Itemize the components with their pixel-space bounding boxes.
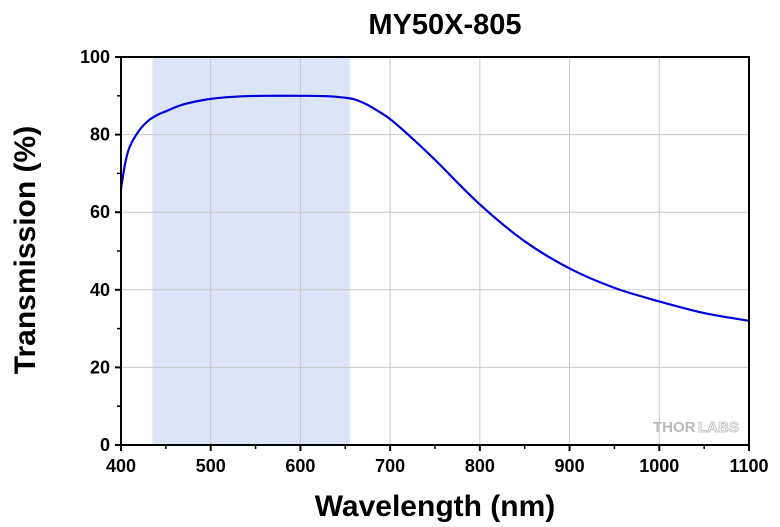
x-axis-label: Wavelength (nm)	[315, 490, 556, 523]
y-tick-label: 100	[80, 47, 110, 67]
x-tick-label: 1100	[729, 456, 768, 476]
x-tick-label: 1000	[639, 456, 679, 476]
y-tick-label: 80	[90, 125, 110, 145]
y-tick-label: 60	[90, 202, 110, 222]
chart-title: MY50X-805	[368, 9, 521, 41]
x-tick-label: 400	[106, 456, 136, 476]
x-tick-label: 500	[196, 456, 226, 476]
y-tick-label: 0	[100, 435, 110, 455]
x-tick-labels: 400 500 600 700 800 900 1000 1100	[106, 456, 769, 476]
y-tick-labels: 0 20 40 60 80 100	[80, 47, 110, 455]
grid-lines	[121, 57, 749, 445]
logo-text-thor: THOR	[653, 419, 696, 436]
logo-text-labs: LABS	[698, 419, 739, 436]
y-tick-label: 20	[90, 357, 110, 377]
y-tick-label: 40	[90, 280, 110, 300]
x-tick-label: 800	[465, 456, 495, 476]
shaded-region	[152, 57, 350, 445]
x-tick-label: 600	[285, 456, 315, 476]
thorlabs-logo: THOR LABS	[653, 419, 739, 437]
series-layer	[119, 94, 750, 322]
x-tick-label: 900	[555, 456, 585, 476]
x-tick-label: 700	[375, 456, 405, 476]
plot-frame	[120, 56, 750, 446]
transmission-curve	[119, 94, 750, 322]
y-axis-label: Transmission (%)	[9, 126, 42, 374]
